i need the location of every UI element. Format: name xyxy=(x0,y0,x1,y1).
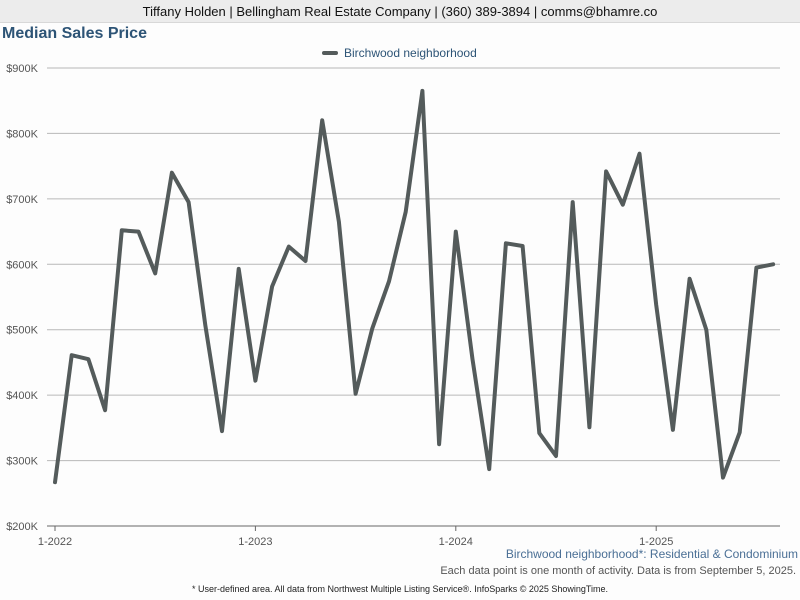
y-tick-label: $400K xyxy=(6,390,38,402)
data-note: Each data point is one month of activity… xyxy=(440,565,796,577)
y-tick-label: $600K xyxy=(6,259,38,271)
y-tick-label: $300K xyxy=(6,456,38,468)
y-tick-label: $500K xyxy=(6,325,38,337)
x-tick-label: 1-2022 xyxy=(38,536,72,548)
y-tick-label: $200K xyxy=(6,521,38,533)
y-tick-label: $900K xyxy=(6,63,38,75)
y-tick-label: $700K xyxy=(6,194,38,206)
y-tick-label: $800K xyxy=(6,128,38,140)
legend-swatch xyxy=(322,51,338,55)
chart-legend: Birchwood neighborhood xyxy=(322,46,477,60)
series-line xyxy=(53,88,776,485)
agent-contact-header: Tiffany Holden | Bellingham Real Estate … xyxy=(0,0,800,23)
x-tick-label: 1-2024 xyxy=(439,536,473,548)
chart-title: Median Sales Price xyxy=(2,25,147,42)
footer-disclaimer: * User-defined area. All data from North… xyxy=(191,584,609,594)
agent-contact-text: Tiffany Holden | Bellingham Real Estate … xyxy=(142,3,658,19)
x-tick-label: 1-2023 xyxy=(238,536,272,548)
chart-subtitle: Birchwood neighborhood*: Residential & C… xyxy=(505,547,798,561)
x-tick-label: 1-2025 xyxy=(639,536,673,548)
legend-label: Birchwood neighborhood xyxy=(344,46,477,60)
